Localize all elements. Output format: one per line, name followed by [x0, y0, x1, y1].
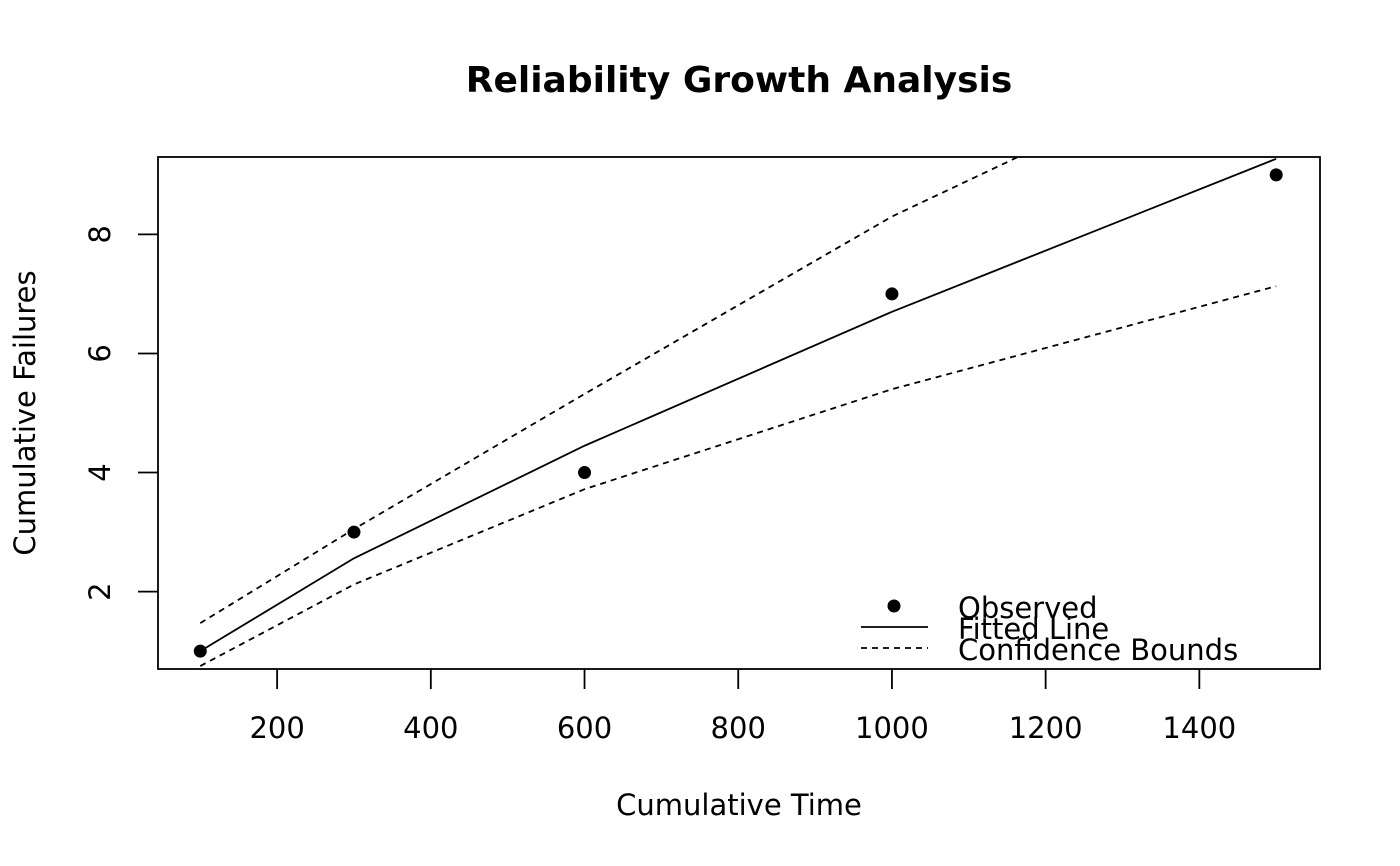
- y-tick-label: 8: [83, 225, 117, 243]
- legend-observed-marker: [887, 599, 901, 613]
- x-tick-label: 400: [403, 711, 458, 745]
- y-tick-label: 6: [83, 344, 117, 362]
- series-layer: [193, 157, 1283, 667]
- chart-title: Reliability Growth Analysis: [466, 60, 1013, 101]
- y-axis-label: Cumulative Failures: [8, 270, 42, 555]
- x-tick-label: 600: [557, 711, 612, 745]
- x-tick-label: 1000: [855, 711, 929, 745]
- observed-point: [885, 287, 899, 301]
- x-tick-label: 1200: [1009, 711, 1083, 745]
- x-axis-label: Cumulative Time: [616, 788, 862, 822]
- y-tick-label: 2: [83, 582, 117, 600]
- x-tick-label: 200: [249, 711, 304, 745]
- fitted-line-line-1: [199, 157, 1277, 652]
- y-tick-label: 4: [83, 463, 117, 481]
- observed-point: [1269, 168, 1283, 182]
- observed-point: [578, 466, 592, 480]
- x-tick-label: 1400: [1162, 711, 1236, 745]
- x-axis: 200 400 600 800 1000 1200 1400: [249, 669, 1236, 745]
- x-tick-label: 800: [711, 711, 766, 745]
- legend-confidence-bounds-label: Confidence Bounds: [958, 633, 1238, 667]
- legend: Observed Fitted Line Confidence Bounds: [861, 591, 1238, 667]
- legend-fitted-line-label: Fitted Line: [958, 612, 1109, 646]
- confidence-bounds-line-2: [199, 285, 1277, 667]
- observed-point: [347, 525, 361, 539]
- legend-observed-label: Observed: [958, 591, 1098, 625]
- y-axis: 2 4 6 8: [83, 225, 158, 601]
